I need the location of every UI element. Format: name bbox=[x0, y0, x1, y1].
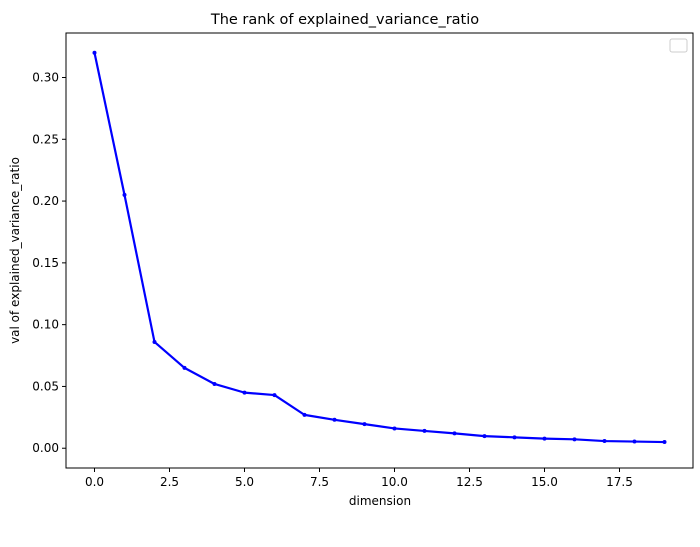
plot-area-frame bbox=[65, 32, 694, 469]
data-point bbox=[392, 426, 397, 431]
x-tick-label: 0.0 bbox=[85, 475, 104, 489]
y-tick-label: 0.10 bbox=[32, 318, 59, 332]
y-tick-label: 0.25 bbox=[32, 132, 59, 146]
y-tick-label: 0.20 bbox=[32, 194, 59, 208]
data-point bbox=[482, 434, 487, 439]
data-point bbox=[212, 381, 217, 386]
data-point bbox=[572, 437, 577, 442]
data-point bbox=[512, 435, 517, 440]
data-point bbox=[302, 412, 307, 417]
x-tick-label: 5.0 bbox=[235, 475, 254, 489]
y-tick-label: 0.30 bbox=[32, 70, 59, 84]
y-axis-title: val of explained_variance_ratio bbox=[8, 157, 22, 344]
data-point bbox=[542, 436, 547, 441]
x-tick-label: 2.5 bbox=[160, 475, 179, 489]
x-tick-label: 7.5 bbox=[310, 475, 329, 489]
data-point bbox=[422, 428, 427, 433]
data-point bbox=[452, 431, 457, 436]
x-tick-label: 17.5 bbox=[606, 475, 633, 489]
data-point bbox=[152, 339, 157, 344]
y-axis-ticks: 0.00 0.05 0.10 0.15 0.20 0.25 0.30 bbox=[32, 70, 66, 455]
x-tick-label: 10.0 bbox=[381, 475, 408, 489]
data-point bbox=[332, 417, 337, 422]
x-tick-label: 12.5 bbox=[456, 475, 483, 489]
x-axis-ticks: 0.0 2.5 5.0 7.5 10.0 12.5 15.0 17.5 bbox=[85, 468, 633, 489]
chart-title: The rank of explained_variance_ratio bbox=[210, 12, 479, 28]
data-point bbox=[272, 393, 277, 398]
x-tick-label: 15.0 bbox=[531, 475, 558, 489]
series-layer bbox=[92, 50, 667, 445]
series-line bbox=[93, 52, 665, 444]
y-tick-label: 0.05 bbox=[32, 379, 59, 393]
legend-box bbox=[669, 38, 688, 53]
data-point bbox=[242, 390, 247, 395]
x-axis-title: dimension bbox=[349, 494, 411, 508]
data-point bbox=[92, 50, 97, 55]
data-point bbox=[182, 365, 187, 370]
data-point bbox=[602, 439, 607, 444]
y-tick-label: 0.15 bbox=[32, 256, 59, 270]
data-point bbox=[122, 192, 127, 197]
data-point bbox=[362, 422, 367, 427]
data-point bbox=[662, 440, 667, 445]
y-tick-label: 0.00 bbox=[32, 441, 59, 455]
data-point bbox=[632, 439, 637, 444]
